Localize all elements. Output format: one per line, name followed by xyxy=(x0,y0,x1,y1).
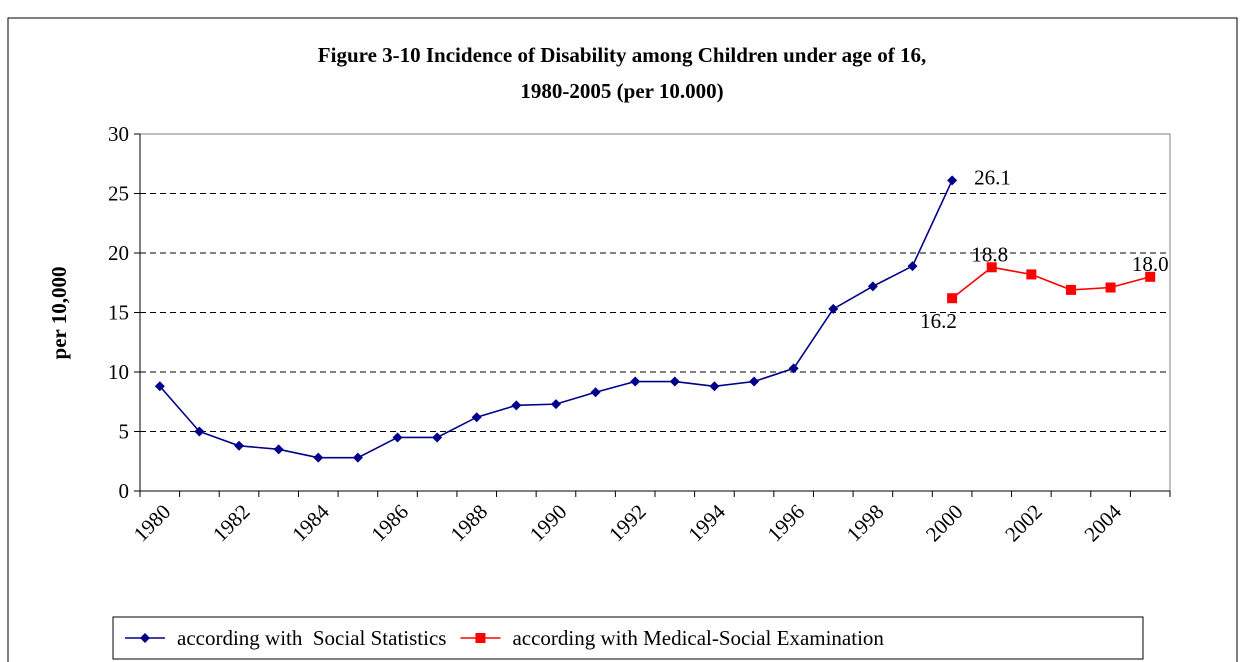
data-point-diamond xyxy=(709,381,720,392)
data-label: 16.2 xyxy=(920,309,957,333)
legend-label-0: according with Social Statistics xyxy=(177,626,446,650)
y-tick-label: 0 xyxy=(119,479,130,503)
legend-box xyxy=(112,616,1144,660)
legend-marker-square xyxy=(475,633,486,643)
y-tick-label: 20 xyxy=(108,241,129,265)
data-point-diamond xyxy=(392,432,403,443)
data-point-diamond xyxy=(550,399,561,410)
legend-marker-diamond xyxy=(140,633,150,643)
data-point-diamond xyxy=(907,261,918,272)
data-point-diamond xyxy=(234,440,245,451)
data-point-square xyxy=(986,262,997,273)
data-point-diamond xyxy=(867,281,878,292)
data-point-square xyxy=(1026,269,1037,280)
data-point-diamond xyxy=(947,175,958,186)
legend: according with Social Statistics accordin… xyxy=(112,616,1144,660)
data-point-diamond xyxy=(590,387,601,398)
data-point-diamond xyxy=(273,444,284,455)
data-label: 18.8 xyxy=(971,242,1008,266)
chart-frame xyxy=(7,17,1238,662)
chart-title: Figure 3-10 Incidence of Disability amon… xyxy=(318,43,926,67)
data-point-diamond xyxy=(788,363,799,374)
data-point-diamond xyxy=(630,376,641,387)
data-point-diamond xyxy=(749,376,760,387)
data-point-square xyxy=(1105,282,1116,293)
data-point-diamond xyxy=(471,412,482,423)
chart-subtitle: 1980-2005 (per 10.000) xyxy=(520,79,723,103)
data-point-diamond xyxy=(432,432,443,443)
series-line-1 xyxy=(951,266,1151,299)
data-point-diamond xyxy=(828,303,839,314)
y-tick-label: 5 xyxy=(119,420,130,444)
data-point-diamond xyxy=(194,426,205,437)
y-tick-label: 15 xyxy=(108,301,129,325)
data-point-square xyxy=(947,293,958,304)
legend-label-1: according with Medical-Social Examinatio… xyxy=(512,626,884,650)
data-point-diamond xyxy=(511,400,522,411)
data-point-diamond xyxy=(352,452,363,463)
data-label: 18.0 xyxy=(1132,252,1169,276)
data-point-diamond xyxy=(313,452,324,463)
data-point-square xyxy=(1065,284,1076,295)
data-point-diamond xyxy=(669,376,680,387)
data-label: 26.1 xyxy=(974,165,1011,189)
data-point-square xyxy=(1145,271,1156,282)
data-point-diamond xyxy=(154,381,165,392)
y-tick-label: 10 xyxy=(108,360,129,384)
y-axis-label: per 10,000 xyxy=(47,267,71,360)
y-tick-label: 30 xyxy=(108,122,129,146)
y-tick-label: 25 xyxy=(108,182,129,206)
